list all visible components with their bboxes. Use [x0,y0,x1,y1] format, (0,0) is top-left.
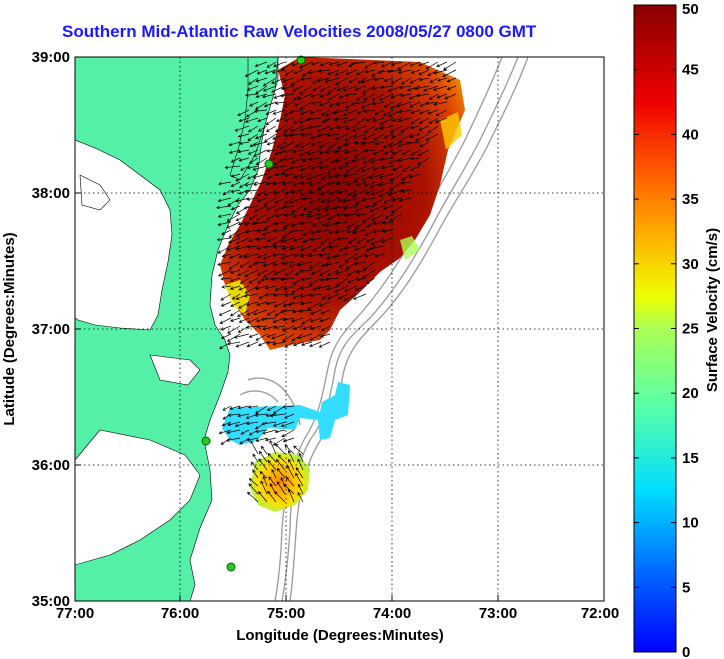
colorbar-tick-label: 40 [682,126,699,143]
station-marker [227,563,235,571]
x-tick-label: 73:00 [479,605,517,622]
x-tick-label: 74:00 [373,605,411,622]
station-marker [202,437,210,445]
x-axis-label: Longitude (Degrees:Minutes) [236,627,444,644]
station-marker [265,160,273,168]
colorbar-tick-label: 5 [682,579,690,596]
colorbar-tick-label: 45 [682,62,699,79]
colorbar-tick-label: 25 [682,321,699,338]
map-figure: 77:00 76:00 75:00 74:00 73:00 72:00 Long… [0,0,724,659]
colorbar-tick-label: 0 [682,644,690,659]
x-tick-label: 75:00 [267,605,305,622]
colorbar-tick-labels: 50454035302520151050 [682,1,699,659]
colorbar [634,5,676,652]
x-tick-label: 76:00 [161,605,199,622]
y-tick-label: 37:00 [32,321,70,338]
y-axis-label: Latitude (Degrees:Minutes) [1,232,18,425]
colorbar-label: Surface Velocity (cm/s) [704,228,721,392]
x-tick-label: 72:00 [581,605,619,622]
y-tick-label: 36:00 [32,457,70,474]
colorbar-tick-label: 30 [682,256,699,273]
colorbar-tick-label: 15 [682,450,699,467]
y-tick-label: 35:00 [32,593,70,610]
colorbar-tick-label: 50 [682,1,699,18]
colorbar-tick-label: 20 [682,385,699,402]
colorbar-tick-label: 10 [682,515,699,532]
y-tick-label: 38:00 [32,185,70,202]
colorbar-tick-label: 35 [682,191,699,208]
y-tick-label: 39:00 [32,49,70,66]
